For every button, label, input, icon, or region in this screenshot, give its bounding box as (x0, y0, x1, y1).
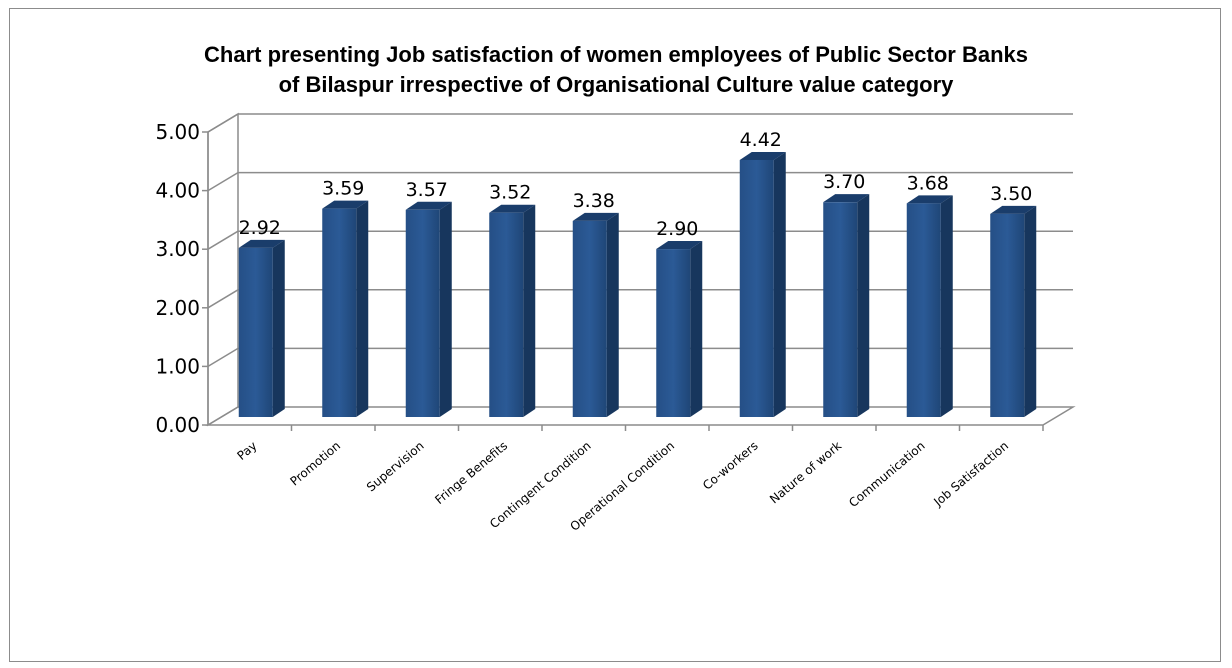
bar (990, 205, 1037, 417)
bar-side (439, 201, 452, 417)
gridline-side (207, 171, 239, 192)
x-tick-label: Fringe Benefits (432, 439, 510, 507)
bar-side (272, 239, 285, 417)
gridline-side (207, 347, 239, 368)
x-tick-label: Pay (234, 439, 259, 463)
bar-top (322, 200, 369, 209)
data-label: 4.42 (740, 129, 782, 151)
gridline-side (207, 113, 239, 133)
bar-top (656, 241, 703, 250)
bar-top (739, 151, 786, 160)
side-wall (207, 112, 239, 427)
bar-top (906, 195, 953, 204)
bar-top (823, 194, 870, 203)
bar (572, 212, 619, 417)
data-label: 2.92 (239, 217, 281, 239)
bar-front (572, 220, 607, 417)
chart-title: Chart presenting Job satisfaction of wom… (0, 40, 1232, 100)
floor (205, 406, 1076, 426)
bar (823, 194, 870, 417)
bar-front (405, 209, 440, 417)
chart-title-line-2: of Bilaspur irrespective of Organisation… (278, 72, 954, 97)
y-tick-label: 3.00 (155, 237, 200, 261)
x-tick-label: Job Satisfaction (930, 439, 1011, 510)
bar-front (656, 249, 691, 417)
bar-front (322, 208, 357, 417)
bar-front (739, 159, 774, 417)
bar-side (606, 212, 619, 417)
data-label: 3.38 (573, 190, 615, 212)
bar (906, 195, 953, 417)
bar (739, 151, 786, 417)
data-label: 2.90 (656, 218, 698, 240)
data-label: 3.52 (489, 182, 531, 204)
gridline-side (207, 230, 239, 250)
data-label: 3.59 (322, 178, 364, 200)
bar-side (690, 241, 703, 417)
gridline-side (207, 289, 239, 309)
y-axis: 0.00 1.00 2.00 3.00 4.00 5.00 (155, 120, 209, 437)
y-tick-label: 1.00 (155, 354, 200, 378)
bar-top (405, 201, 452, 210)
data-label: 3.68 (907, 172, 949, 194)
data-label: 3.50 (990, 183, 1032, 205)
bar-side (773, 151, 786, 417)
bar-side (940, 195, 953, 417)
bar-front (238, 247, 273, 417)
bar-side (1024, 205, 1037, 417)
x-tick-label: Communication (846, 439, 927, 511)
data-labels: 2.92 3.59 3.57 3.52 3.38 2.90 4.42 3.70 3.68 3.50 (239, 129, 1033, 240)
x-tick-label: Promotion (287, 439, 343, 489)
data-label: 3.70 (823, 171, 865, 193)
y-tick-label: 5.00 (155, 120, 200, 144)
y-tick-label: 2.00 (155, 296, 200, 320)
bar-front (823, 202, 858, 417)
bar (489, 204, 536, 417)
bar-side (857, 194, 870, 417)
bar-top (990, 205, 1037, 214)
x-axis: Pay Promotion Supervision Fringe Benefits Co… (234, 425, 1044, 534)
y-tick-label: 0.00 (155, 413, 200, 437)
bar-side (356, 200, 369, 417)
bar (322, 200, 369, 417)
bar-side (523, 204, 536, 417)
y-tick-label: 4.00 (155, 179, 200, 203)
chart-title-line-1: Chart presenting Job satisfaction of wom… (204, 42, 1028, 67)
x-tick-label: Supervision (364, 439, 427, 495)
bar-front (489, 212, 524, 417)
bar (656, 241, 703, 417)
bar-top (572, 212, 619, 221)
bar (405, 201, 452, 417)
bar (238, 239, 285, 417)
bar-front (906, 203, 941, 417)
x-tick-label: Nature of work (767, 439, 844, 507)
bar-top (489, 204, 536, 213)
bar-front (990, 213, 1025, 417)
x-tick-label: Co-workers (700, 439, 761, 493)
bars (238, 151, 1037, 417)
data-label: 3.57 (406, 179, 448, 201)
bar-top (238, 239, 285, 248)
